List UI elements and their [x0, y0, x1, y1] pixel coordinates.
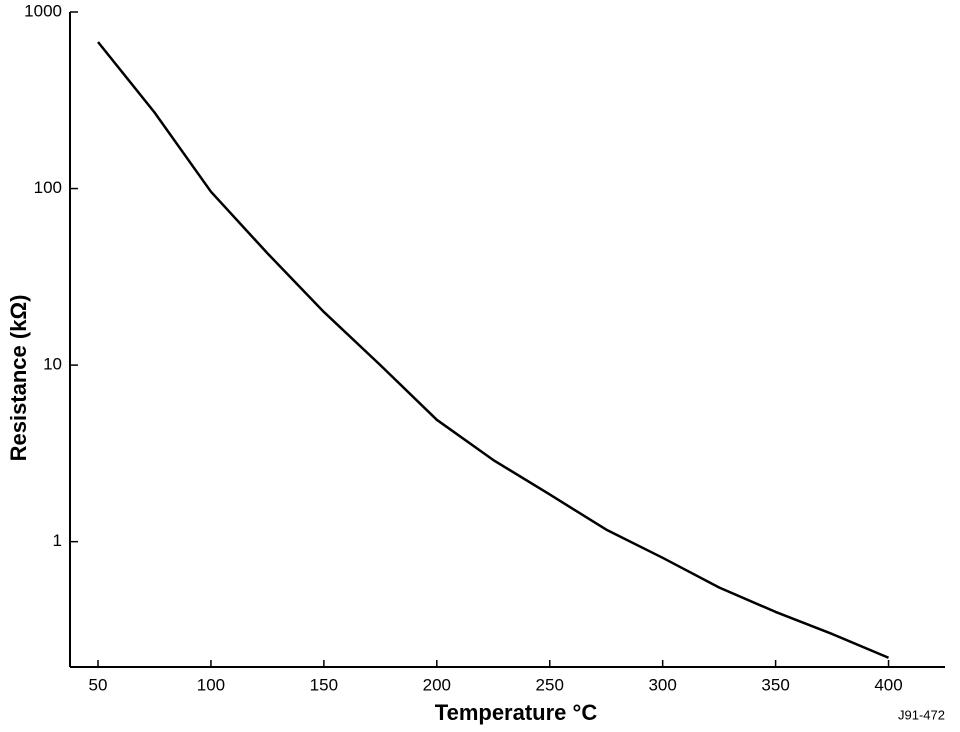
y-axis-label: Resistance (kΩ)	[6, 295, 31, 462]
x-tick-label: 150	[310, 675, 338, 694]
annotation: J91-472	[898, 707, 945, 722]
x-axis-label: Temperature °C	[435, 700, 598, 725]
x-tick-label: 200	[423, 675, 451, 694]
y-tick-label: 1000	[24, 1, 62, 20]
x-tick-label: 100	[197, 675, 225, 694]
data-line	[97, 41, 890, 659]
x-tick-label: 300	[648, 675, 676, 694]
y-tick-label: 1	[53, 531, 62, 550]
x-tick-label: 400	[874, 675, 902, 694]
y-tick-label: 100	[34, 178, 62, 197]
x-tick-label: 350	[761, 675, 789, 694]
x-tick-label: 50	[89, 675, 108, 694]
x-tick-label: 250	[536, 675, 564, 694]
y-tick-label: 10	[43, 355, 62, 374]
